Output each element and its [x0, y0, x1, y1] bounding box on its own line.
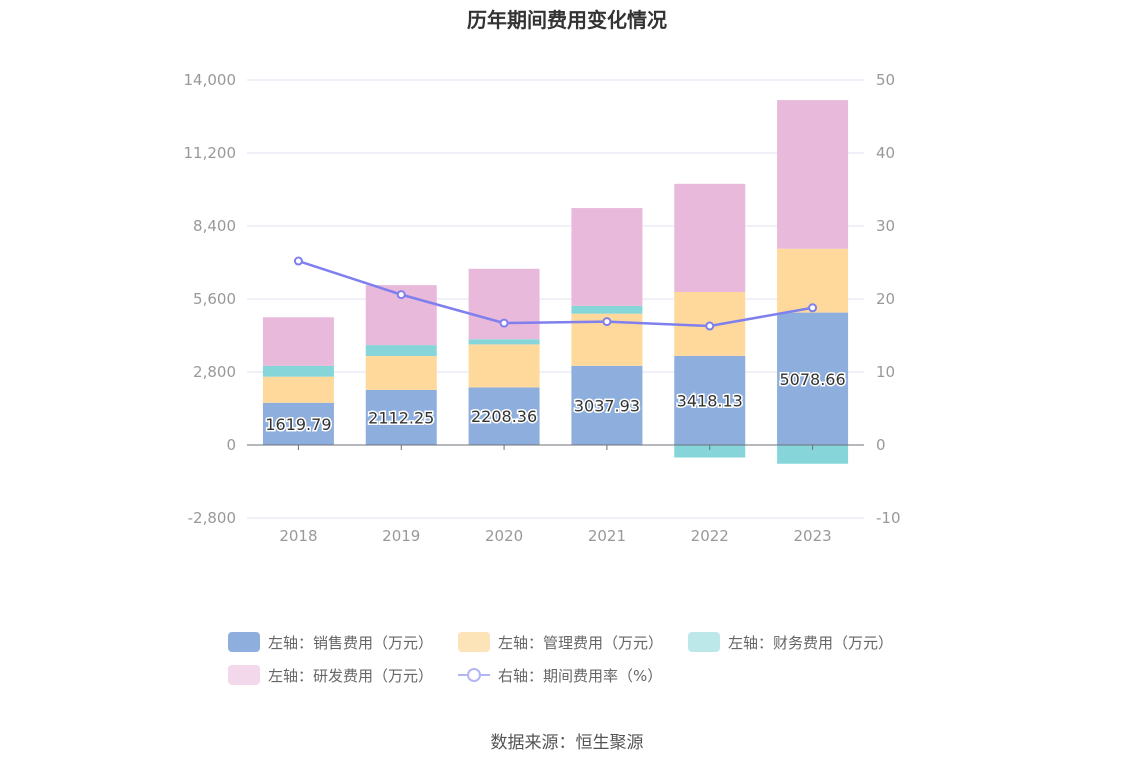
legend-swatch-sales: [228, 632, 260, 652]
bar-1-2020: [468, 344, 540, 388]
x-tick-label: 2021: [588, 527, 626, 545]
y-right-tick-label: 30: [876, 217, 895, 235]
x-tick-label: 2018: [279, 527, 317, 545]
bar-3-2018: [262, 317, 334, 366]
legend-label-finance: 左轴：财务费用（万元）: [728, 633, 894, 652]
chart-title: 历年期间费用变化情况: [467, 8, 667, 32]
y-left-tick-label: 8,400: [193, 217, 236, 235]
bar-3-2022: [674, 183, 746, 293]
data-label-sales: 2112.25: [368, 408, 434, 427]
line-rate: [298, 259, 813, 328]
data-source: 数据来源：恒生聚源: [490, 733, 644, 753]
bar-2-2022: [674, 445, 746, 458]
y-right-tick-label: 20: [876, 290, 895, 308]
legend-swatch-rate-icon: [458, 665, 490, 685]
data-label-sales: 3037.93: [574, 396, 640, 415]
point-rate: [602, 317, 612, 327]
legend-label-rd: 左轴：研发费用（万元）: [268, 666, 434, 685]
bar-2-2018: [262, 365, 334, 377]
bar-0-2019: [365, 389, 437, 445]
y-right-tick-label: 0: [876, 436, 886, 454]
legend-swatch-admin: [458, 632, 490, 652]
bar-1-2018: [262, 376, 334, 403]
data-label-sales: 5078.66: [779, 370, 845, 389]
data-label-sales: 3418.13: [677, 391, 743, 410]
y-left-tick-label: -2,800: [188, 509, 236, 527]
y-right-tick-label: 40: [876, 144, 895, 162]
data-label-sales: 2208.36: [471, 407, 537, 426]
bar-0-2022: [674, 355, 746, 445]
y-right-tick-label: 50: [876, 71, 895, 89]
bar-0-2020: [468, 387, 540, 445]
y-left-tick-label: 11,200: [184, 144, 237, 162]
point-rate: [293, 256, 303, 266]
legend-item-rate[interactable]: 右轴：期间费用率（%）: [458, 663, 662, 687]
point-rate: [499, 318, 509, 328]
bar-2-2023: [777, 445, 849, 464]
point-rate: [705, 321, 715, 331]
bar-0-2023: [777, 312, 849, 445]
legend-label-admin: 左轴：管理费用（万元）: [498, 633, 664, 652]
point-rate: [396, 290, 406, 300]
legend-item-rd[interactable]: 左轴：研发费用（万元）: [228, 663, 433, 687]
y-left-tick-label: 0: [226, 436, 236, 454]
y-left-tick-label: 2,800: [193, 363, 236, 381]
legend-swatch-rd: [228, 665, 260, 685]
bar-3-2023: [777, 100, 849, 249]
legend-swatch-finance: [688, 632, 720, 652]
legend-item-admin[interactable]: 左轴：管理费用（万元）: [458, 630, 663, 654]
x-tick-label: 2019: [382, 527, 420, 545]
point-rate: [808, 303, 818, 313]
bar-2-2021: [571, 305, 643, 314]
bar-0-2021: [571, 365, 643, 445]
x-tick-label: 2020: [485, 527, 523, 545]
x-tick-label: 2022: [691, 527, 729, 545]
data-label-sales: 1619.79: [265, 415, 331, 434]
bar-1-2019: [365, 356, 437, 390]
bar-3-2021: [571, 208, 643, 306]
bar-0-2018: [262, 402, 334, 445]
legend-item-finance[interactable]: 左轴：财务费用（万元）: [688, 630, 893, 654]
y-right-tick-label: 10: [876, 363, 895, 381]
bar-1-2023: [777, 248, 849, 313]
x-tick-label: 2023: [793, 527, 831, 545]
bar-2-2020: [468, 339, 540, 345]
legend-label-sales: 左轴：销售费用（万元）: [268, 633, 434, 652]
legend-label-rate: 右轴：期间费用率（%）: [498, 666, 663, 685]
y-left-tick-label: 5,600: [193, 290, 236, 308]
y-right-tick-label: -10: [876, 509, 901, 527]
bar-3-2020: [468, 268, 540, 340]
bar-2-2019: [365, 345, 437, 357]
y-left-tick-label: 14,000: [184, 71, 237, 89]
legend-item-sales[interactable]: 左轴：销售费用（万元）: [228, 630, 433, 654]
